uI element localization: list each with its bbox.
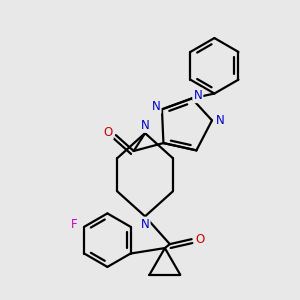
Text: O: O [195, 233, 204, 246]
Text: F: F [71, 218, 78, 231]
Text: N: N [194, 89, 202, 102]
Text: N: N [141, 119, 149, 132]
Text: O: O [103, 126, 112, 139]
Text: N: N [141, 218, 149, 231]
Text: N: N [152, 100, 160, 113]
Text: N: N [215, 114, 224, 127]
